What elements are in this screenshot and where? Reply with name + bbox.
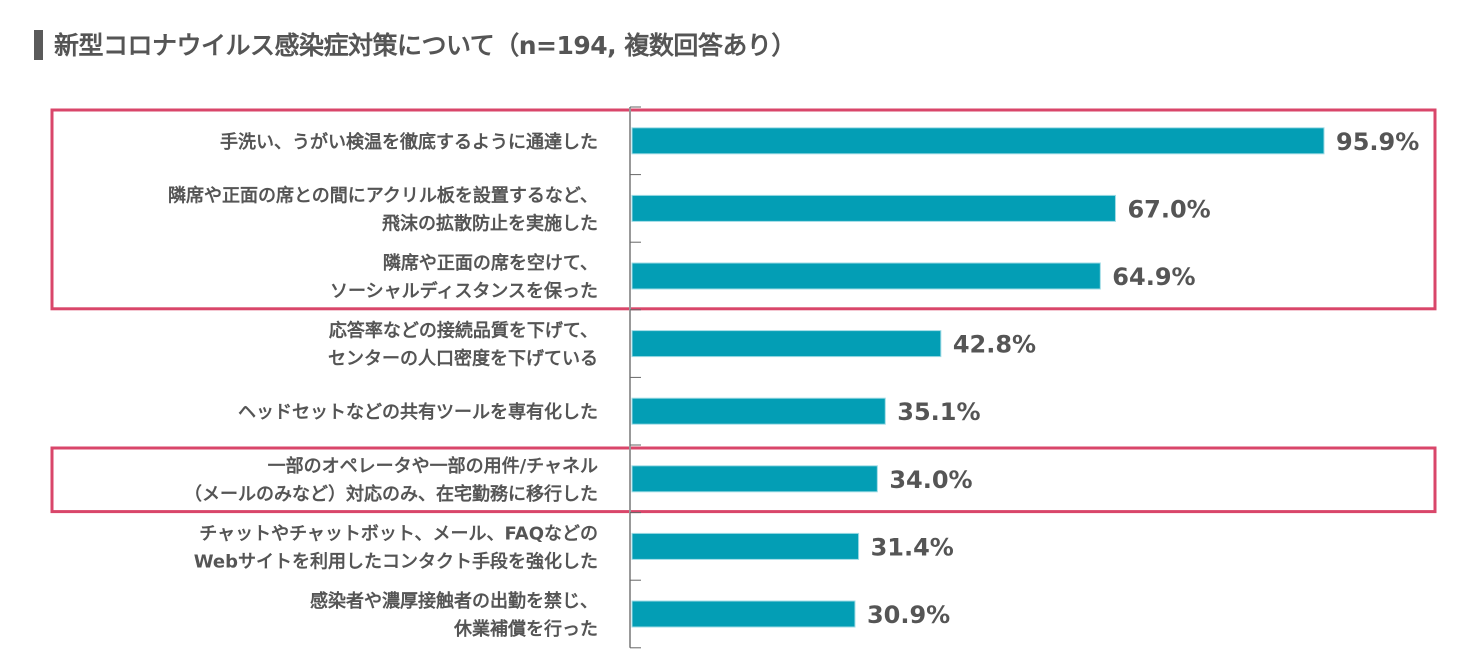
category-label: ソーシャルディスタンスを保った xyxy=(330,280,598,302)
category-label: 隣席や正面の席との間にアクリル板を設置するなど、 xyxy=(168,184,598,206)
title-marker xyxy=(34,30,43,60)
highlight-box xyxy=(50,108,1437,311)
category-label: 応答率などの接続品質を下げて、 xyxy=(329,320,598,342)
data-label: 34.0% xyxy=(889,466,972,494)
category-label: 一部のオペレータや一部の用件/チャネル xyxy=(268,455,598,477)
category-label: 感染者や濃厚接触者の出勤を禁じ、 xyxy=(310,590,598,612)
data-label: 30.9% xyxy=(867,601,950,629)
chart-title: 新型コロナウイルス感染症対策について（n=194, 複数回答あり） xyxy=(54,31,796,60)
data-label: 42.8% xyxy=(953,331,1036,359)
data-label: 35.1% xyxy=(897,398,980,426)
data-label: 31.4% xyxy=(871,533,954,561)
bar xyxy=(631,262,1101,290)
bar xyxy=(631,532,860,560)
bar xyxy=(631,330,942,358)
category-label: （メールのみなど）対応のみ、在宅勤務に移行した xyxy=(184,483,598,505)
category-label: ヘッドセットなどの共有ツールを専有化した xyxy=(238,401,598,423)
highlight-box xyxy=(50,446,1437,514)
bar xyxy=(631,397,886,425)
category-label: チャットやチャットボット、メール、FAQなどの xyxy=(199,523,598,544)
category-label: 飛沫の拡散防止を実施した xyxy=(382,212,598,234)
category-label: センターの人口密度を下げている xyxy=(328,348,598,370)
bar xyxy=(631,127,1325,155)
data-label: 64.9% xyxy=(1112,263,1195,291)
category-label: 休業補償を行った xyxy=(453,618,598,640)
bar xyxy=(631,194,1116,222)
category-label: Webサイトを利用したコンタクト手段を強化した xyxy=(194,550,598,572)
category-label: 隣席や正面の席を空けて、 xyxy=(383,252,598,274)
data-label: 95.9% xyxy=(1336,128,1419,156)
bar xyxy=(631,465,878,493)
bar xyxy=(631,600,856,628)
category-label: 手洗い、うがい検温を徹底するように通達した xyxy=(220,131,598,153)
data-label: 67.0% xyxy=(1127,195,1210,223)
